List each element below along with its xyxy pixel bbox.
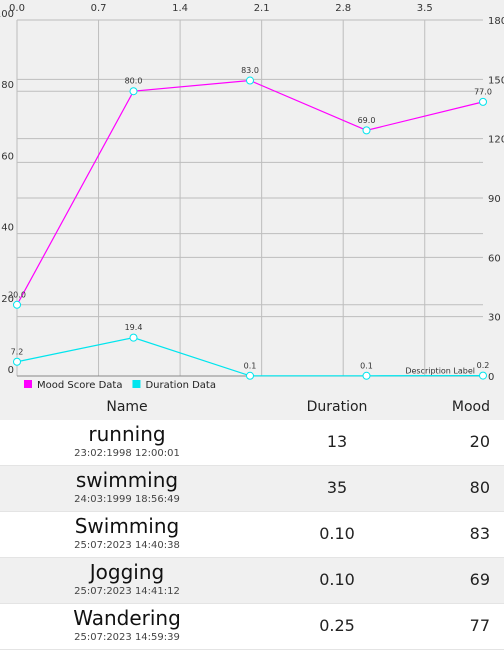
activity-name: Jogging <box>89 560 165 584</box>
legend-swatch <box>132 380 141 388</box>
y2-tick-label: 90 <box>488 194 501 205</box>
table-row: Wandering 25:07:2023 14:59:39 0.25 77 <box>0 604 504 650</box>
duration: 0.10 <box>319 524 355 543</box>
description: Description Label <box>405 367 475 376</box>
point <box>362 126 371 135</box>
data-label: 0.1 <box>360 361 373 370</box>
y-tick-label: 0 <box>8 365 14 376</box>
data-label: 0.1 <box>244 361 257 370</box>
table: Name Duration Mood running 23:02:1998 12:00… <box>0 396 504 650</box>
timestamp: 25:07:2023 14:40:38 <box>74 540 180 551</box>
y-tick-label: 100 <box>0 9 14 20</box>
x-tick-label: 2.8 <box>335 3 351 14</box>
x-tick-label: 2.1 <box>254 3 270 14</box>
point <box>479 371 487 380</box>
mood: 20 <box>469 432 490 451</box>
table-row: running 23:02:1998 12:00:01 13 20 <box>0 420 504 466</box>
timestamp: 24:03:1999 18:56:49 <box>74 494 180 505</box>
activity-name: Swimming <box>74 514 180 538</box>
table-row: Jogging 25:07:2023 14:41:12 0.10 69 <box>0 558 504 604</box>
mood: 77 <box>469 616 490 635</box>
data-label: 80.0 <box>125 77 143 86</box>
x-tick-label: 3.5 <box>417 3 433 14</box>
chart: Description Label 0.0 0.7 1.4 2.1 2.8 3.5 0 20 4… <box>0 3 504 391</box>
timestamp: 23:02:1998 12:00:01 <box>74 448 180 459</box>
y2-tick-label: 120 <box>488 135 504 146</box>
data-label: 69.0 <box>358 116 376 125</box>
activity-name: running <box>88 422 166 446</box>
point <box>13 357 21 366</box>
timestamp: 25:07:2023 14:41:12 <box>74 586 180 597</box>
table-row: swimming 24:03:1999 18:56:49 35 80 <box>0 466 504 512</box>
duration: 0.25 <box>319 616 355 635</box>
column-header: Mood <box>451 399 490 415</box>
timestamp: 25:07:2023 14:59:39 <box>74 632 180 643</box>
y2-tick-label: 0 <box>488 372 494 383</box>
point <box>479 97 487 106</box>
point <box>362 371 371 380</box>
x-tick-label: 0.0 <box>9 3 25 14</box>
y2-tick-label: 150 <box>488 75 504 86</box>
column-header: Name <box>106 399 148 415</box>
y2-tick-label: 180 <box>488 16 504 27</box>
y2-tick-label: 30 <box>488 313 501 324</box>
data-label: 77.0 <box>474 87 492 96</box>
activity-name: Wandering <box>73 606 181 630</box>
data-label: 0.2 <box>477 361 490 370</box>
point <box>13 300 21 309</box>
x-tick-label: 0.7 <box>91 3 107 14</box>
duration: 35 <box>326 478 348 497</box>
mood: 69 <box>469 570 490 589</box>
data-label: 83.0 <box>241 66 259 75</box>
legend-swatch <box>24 380 32 388</box>
duration: 13 <box>326 432 348 451</box>
table-header: Name Duration Mood <box>0 396 504 420</box>
mood: 83 <box>469 524 490 543</box>
legend-label: Duration Data <box>145 380 216 391</box>
data-label: 7.2 <box>11 347 24 356</box>
x-tick-label: 1.4 <box>172 3 188 14</box>
y-tick-label: 60 <box>1 151 14 162</box>
legend-label: Mood Score Data <box>37 380 122 391</box>
point <box>129 333 138 342</box>
y2-tick-label: 60 <box>488 253 501 264</box>
y-tick-label: 40 <box>1 223 14 234</box>
table-row: Swimming 25:07:2023 14:40:38 0.10 83 <box>0 512 504 558</box>
column-header: Duration <box>306 399 368 415</box>
y-tick-label: 20 <box>1 294 14 305</box>
series-line <box>16 79 484 306</box>
y-tick-label: 80 <box>1 80 14 91</box>
duration: 0.10 <box>319 570 355 589</box>
point <box>129 87 138 96</box>
data-label: 19.4 <box>125 323 143 332</box>
mood: 80 <box>469 478 490 497</box>
point <box>246 371 254 380</box>
activity-name: swimming <box>75 468 179 492</box>
data-label: 20.0 <box>8 290 26 299</box>
point <box>246 76 254 85</box>
